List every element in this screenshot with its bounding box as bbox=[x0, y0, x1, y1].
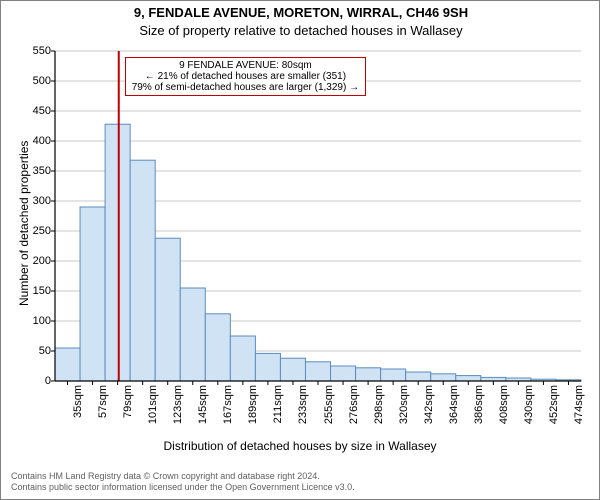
x-tick-label: 101sqm bbox=[147, 385, 159, 433]
histogram-bar bbox=[230, 336, 255, 381]
x-tick-label: 408sqm bbox=[498, 385, 510, 433]
x-tick-label: 189sqm bbox=[247, 385, 259, 433]
y-tick-label: 350 bbox=[21, 165, 51, 177]
x-tick-label: 79sqm bbox=[122, 385, 134, 433]
histogram-bar bbox=[280, 358, 305, 381]
y-tick-label: 400 bbox=[21, 135, 51, 147]
x-tick-label: 430sqm bbox=[523, 385, 535, 433]
histogram-bar bbox=[130, 160, 155, 381]
histogram-bar bbox=[180, 288, 205, 381]
histogram-bar bbox=[155, 238, 180, 381]
x-tick-label: 342sqm bbox=[423, 385, 435, 433]
x-tick-label: 474sqm bbox=[573, 385, 585, 433]
x-tick-label: 276sqm bbox=[348, 385, 360, 433]
infobox-line2: ← 21% of detached houses are smaller (35… bbox=[132, 71, 359, 82]
histogram-bar bbox=[80, 207, 105, 381]
x-axis-label: Distribution of detached houses by size … bbox=[1, 439, 599, 453]
x-tick-label: 364sqm bbox=[448, 385, 460, 433]
y-tick-label: 550 bbox=[21, 45, 51, 57]
license-text: Contains HM Land Registry data © Crown c… bbox=[11, 471, 355, 494]
x-tick-label: 35sqm bbox=[72, 385, 84, 433]
y-tick-label: 200 bbox=[21, 255, 51, 267]
infobox-line3: 79% of semi-detached houses are larger (… bbox=[132, 82, 359, 93]
reference-infobox: 9 FENDALE AVENUE: 80sqm ← 21% of detache… bbox=[125, 57, 366, 96]
y-tick-label: 500 bbox=[21, 75, 51, 87]
x-tick-label: 57sqm bbox=[97, 385, 109, 433]
y-tick-label: 150 bbox=[21, 285, 51, 297]
x-tick-label: 233sqm bbox=[297, 385, 309, 433]
page-title: 9, FENDALE AVENUE, MORETON, WIRRAL, CH46… bbox=[1, 5, 600, 20]
x-tick-label: 211sqm bbox=[272, 385, 284, 433]
license-line1: Contains HM Land Registry data © Crown c… bbox=[11, 471, 355, 482]
y-tick-label: 300 bbox=[21, 195, 51, 207]
histogram-bar bbox=[331, 366, 356, 381]
y-tick-label: 50 bbox=[21, 345, 51, 357]
y-tick-label: 100 bbox=[21, 315, 51, 327]
histogram-plot bbox=[55, 51, 581, 381]
histogram-bar bbox=[381, 369, 406, 381]
histogram-bar bbox=[255, 353, 280, 381]
page-subtitle: Size of property relative to detached ho… bbox=[1, 23, 600, 38]
x-tick-label: 320sqm bbox=[398, 385, 410, 433]
y-tick-label: 250 bbox=[21, 225, 51, 237]
histogram-bar bbox=[55, 348, 80, 381]
y-tick-label: 0 bbox=[21, 375, 51, 387]
x-tick-label: 452sqm bbox=[548, 385, 560, 433]
x-tick-label: 167sqm bbox=[222, 385, 234, 433]
x-tick-label: 145sqm bbox=[197, 385, 209, 433]
chart-card: 9, FENDALE AVENUE, MORETON, WIRRAL, CH46… bbox=[0, 0, 600, 500]
histogram-bar bbox=[406, 372, 431, 381]
histogram-bar bbox=[205, 314, 230, 381]
x-tick-label: 255sqm bbox=[323, 385, 335, 433]
y-tick-label: 450 bbox=[21, 105, 51, 117]
histogram-bar bbox=[431, 374, 456, 381]
x-tick-label: 386sqm bbox=[473, 385, 485, 433]
histogram-bar bbox=[305, 362, 330, 381]
x-tick-label: 123sqm bbox=[172, 385, 184, 433]
histogram-bar bbox=[356, 368, 381, 381]
x-tick-label: 298sqm bbox=[373, 385, 385, 433]
histogram-bar bbox=[456, 376, 481, 381]
license-line2: Contains public sector information licen… bbox=[11, 482, 355, 493]
infobox-line1: 9 FENDALE AVENUE: 80sqm bbox=[132, 60, 359, 71]
histogram-bar bbox=[105, 124, 130, 381]
